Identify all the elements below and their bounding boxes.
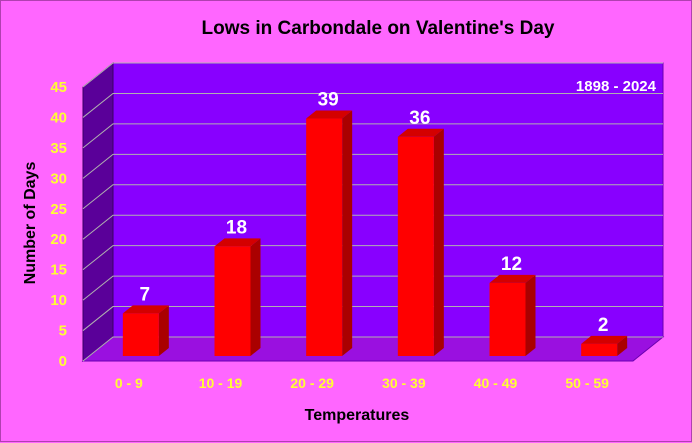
data-label: 12 bbox=[501, 254, 522, 275]
data-label: 39 bbox=[318, 90, 339, 111]
bar-top bbox=[122, 305, 169, 314]
bar-front bbox=[581, 343, 618, 356]
gridline bbox=[82, 92, 663, 118]
bar-side bbox=[433, 128, 444, 356]
data-labels: 7 18 39 36 12 2 bbox=[140, 90, 609, 336]
data-label: 7 bbox=[140, 284, 151, 305]
gridline bbox=[82, 123, 663, 149]
bar-front bbox=[489, 282, 526, 356]
y-tick-label: 35 bbox=[50, 140, 67, 157]
bar-side bbox=[617, 335, 628, 356]
gridline bbox=[82, 245, 663, 271]
data-label: 2 bbox=[598, 315, 609, 336]
y-axis-title: Number of Days bbox=[22, 162, 39, 285]
gridline bbox=[82, 184, 663, 210]
bar bbox=[122, 305, 169, 356]
x-axis-title: Temperatures bbox=[305, 407, 410, 424]
y-tick-label: 25 bbox=[50, 201, 67, 218]
bar-side bbox=[158, 305, 169, 356]
bar-top bbox=[306, 110, 353, 119]
bars bbox=[122, 110, 628, 357]
plot-side-wall bbox=[82, 61, 114, 363]
x-tick-label: 10 - 19 bbox=[199, 375, 243, 391]
y-tick-label: 20 bbox=[50, 231, 67, 248]
bar bbox=[581, 335, 628, 356]
chart-title: Lows in Carbondale on Valentine's Day bbox=[202, 18, 555, 39]
y-tick-label: 10 bbox=[50, 292, 67, 309]
y-tick-labels: 0 5 10 15 20 25 30 35 40 45 bbox=[50, 79, 67, 370]
gridline bbox=[82, 275, 663, 301]
bar-front bbox=[214, 246, 251, 356]
y-tick-label: 0 bbox=[59, 353, 67, 370]
bar-front bbox=[397, 136, 434, 356]
year-range-annotation: 1898 - 2024 bbox=[576, 78, 657, 95]
x-tick-label: 50 - 59 bbox=[565, 375, 609, 391]
plot-floor bbox=[81, 336, 665, 362]
bar-side bbox=[342, 110, 353, 357]
bar-side bbox=[250, 238, 261, 356]
gridline bbox=[82, 62, 663, 88]
bar-side bbox=[525, 274, 536, 356]
x-tick-label: 20 - 29 bbox=[290, 375, 334, 391]
y-tick-label: 30 bbox=[50, 170, 67, 187]
bar-top bbox=[489, 274, 536, 283]
y-tick-label: 15 bbox=[50, 262, 67, 279]
bar bbox=[397, 128, 444, 356]
data-label: 18 bbox=[226, 217, 247, 238]
gridline bbox=[82, 214, 663, 240]
plot-back-wall bbox=[112, 62, 664, 338]
x-tick-label: 30 - 39 bbox=[382, 375, 426, 391]
y-tick-label: 45 bbox=[50, 79, 67, 96]
data-label: 36 bbox=[409, 108, 430, 129]
bar-front bbox=[306, 118, 343, 357]
bar-top bbox=[397, 128, 444, 137]
bar-top bbox=[214, 238, 261, 247]
bar bbox=[214, 238, 261, 356]
y-tick-label: 5 bbox=[59, 323, 67, 340]
bar bbox=[306, 110, 353, 357]
x-tick-labels: 0 - 9 10 - 19 20 - 29 30 - 39 40 - 49 50 - 59 bbox=[115, 375, 609, 391]
y-tick-label: 40 bbox=[50, 109, 67, 126]
bar-front bbox=[122, 313, 159, 356]
gridline bbox=[82, 306, 663, 331]
x-tick-label: 0 - 9 bbox=[115, 375, 143, 391]
x-tick-label: 40 - 49 bbox=[474, 375, 518, 391]
bar-top bbox=[581, 335, 628, 344]
gridline bbox=[82, 336, 663, 362]
bar bbox=[489, 274, 536, 356]
gridlines bbox=[82, 62, 663, 362]
gridline bbox=[82, 153, 663, 179]
